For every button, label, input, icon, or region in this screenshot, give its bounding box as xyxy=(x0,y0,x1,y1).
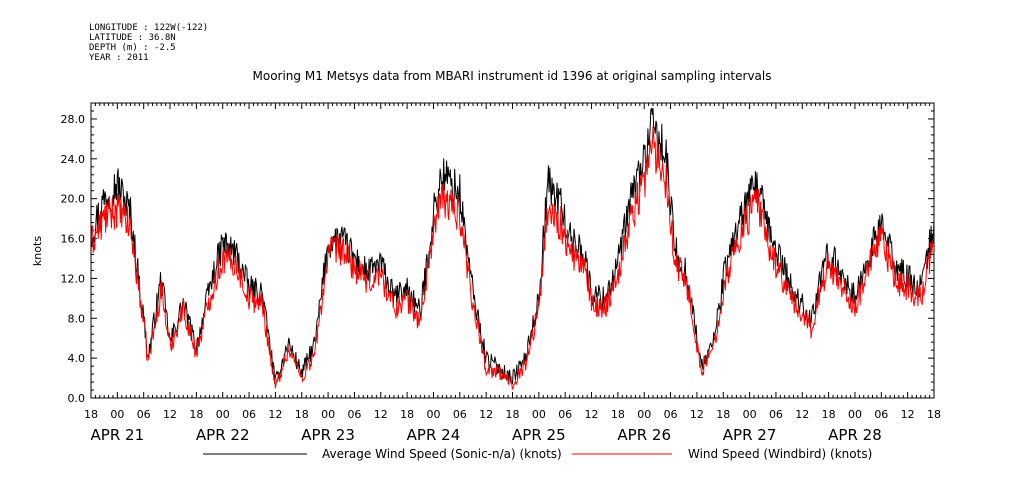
x-date-label: APR 22 xyxy=(196,426,250,444)
x-hour-label: 00 xyxy=(532,408,546,421)
x-axis-date-labels: APR 21 APR 22 APR 23 APR 24 APR 25 APR 26 APR … xyxy=(91,426,882,444)
year-label: YEAR : 2011 xyxy=(89,53,149,63)
x-hour-label: 12 xyxy=(374,408,388,421)
x-hour-label: 06 xyxy=(558,408,572,421)
x-hour-label: 18 xyxy=(295,408,309,421)
x-hour-label: 12 xyxy=(690,408,704,421)
y-tick-label: 4.0 xyxy=(68,352,86,365)
x-hour-label: 00 xyxy=(637,408,651,421)
series-line-0 xyxy=(90,107,935,385)
legend-label-average-wind: Average Wind Speed (Sonic-n/a) (knots) xyxy=(322,447,562,461)
y-tick-label: 28.0 xyxy=(61,113,86,126)
x-date-label: APR 21 xyxy=(91,426,145,444)
x-hour-label: 18 xyxy=(927,408,941,421)
x-date-label: APR 27 xyxy=(723,426,777,444)
x-hour-label: 00 xyxy=(321,408,335,421)
x-date-label: APR 25 xyxy=(512,426,566,444)
x-hour-label: 18 xyxy=(611,408,625,421)
x-hour-label: 00 xyxy=(216,408,230,421)
legend-label-windbird: Wind Speed (Windbird) (knots) xyxy=(688,447,872,461)
x-hour-label: 06 xyxy=(242,408,256,421)
plot-frame xyxy=(90,102,935,399)
x-hour-label: 18 xyxy=(400,408,414,421)
series-line-1 xyxy=(90,126,935,390)
y-axis-tick-labels: 0.0 4.0 8.0 12.0 16.0 20.0 24.0 28.0 xyxy=(61,113,86,405)
x-hour-label: 06 xyxy=(347,408,361,421)
x-hour-label: 12 xyxy=(268,408,282,421)
y-tick-label: 0.0 xyxy=(68,392,86,405)
depth-label: DEPTH (m) : -2.5 xyxy=(89,43,176,53)
x-hour-label: 18 xyxy=(84,408,98,421)
x-date-label: APR 23 xyxy=(301,426,355,444)
y-axis-label: knots xyxy=(31,236,44,266)
y-tick-label: 16.0 xyxy=(61,233,86,246)
y-tick-label: 20.0 xyxy=(61,193,86,206)
x-hour-label: 06 xyxy=(874,408,888,421)
longitude-label: LONGITUDE : 122W(-122) xyxy=(89,23,208,33)
x-hour-label: 00 xyxy=(110,408,124,421)
y-tick-label: 12.0 xyxy=(61,272,86,285)
x-hour-label: 00 xyxy=(426,408,440,421)
x-axis-hour-labels: 18 00 06 12 18 00 06 12 18 00 06 12 18 00 06 12 18 00 06 12… xyxy=(84,408,941,421)
legend: Average Wind Speed (Sonic-n/a) (knots) W… xyxy=(203,447,872,461)
x-hour-label: 06 xyxy=(664,408,678,421)
latitude-label: LATITUDE : 36.8N xyxy=(89,33,176,43)
x-hour-label: 06 xyxy=(769,408,783,421)
x-hour-label: 12 xyxy=(795,408,809,421)
x-hour-label: 18 xyxy=(506,408,520,421)
series-lines xyxy=(90,107,935,390)
chart-title: Mooring M1 Metsys data from MBARI instru… xyxy=(253,69,772,83)
x-hour-label: 12 xyxy=(901,408,915,421)
x-hour-label: 00 xyxy=(743,408,757,421)
x-hour-label: 00 xyxy=(848,408,862,421)
x-date-label: APR 26 xyxy=(617,426,671,444)
x-hour-label: 12 xyxy=(585,408,599,421)
x-hour-label: 12 xyxy=(479,408,493,421)
x-date-label: APR 24 xyxy=(407,426,461,444)
x-hour-label: 06 xyxy=(453,408,467,421)
x-hour-label: 18 xyxy=(189,408,203,421)
y-tick-label: 24.0 xyxy=(61,153,86,166)
y-tick-label: 8.0 xyxy=(68,312,86,325)
x-hour-label: 18 xyxy=(822,408,836,421)
x-hour-label: 18 xyxy=(716,408,730,421)
x-date-label: APR 28 xyxy=(828,426,882,444)
x-hour-label: 06 xyxy=(137,408,151,421)
x-hour-label: 12 xyxy=(163,408,177,421)
